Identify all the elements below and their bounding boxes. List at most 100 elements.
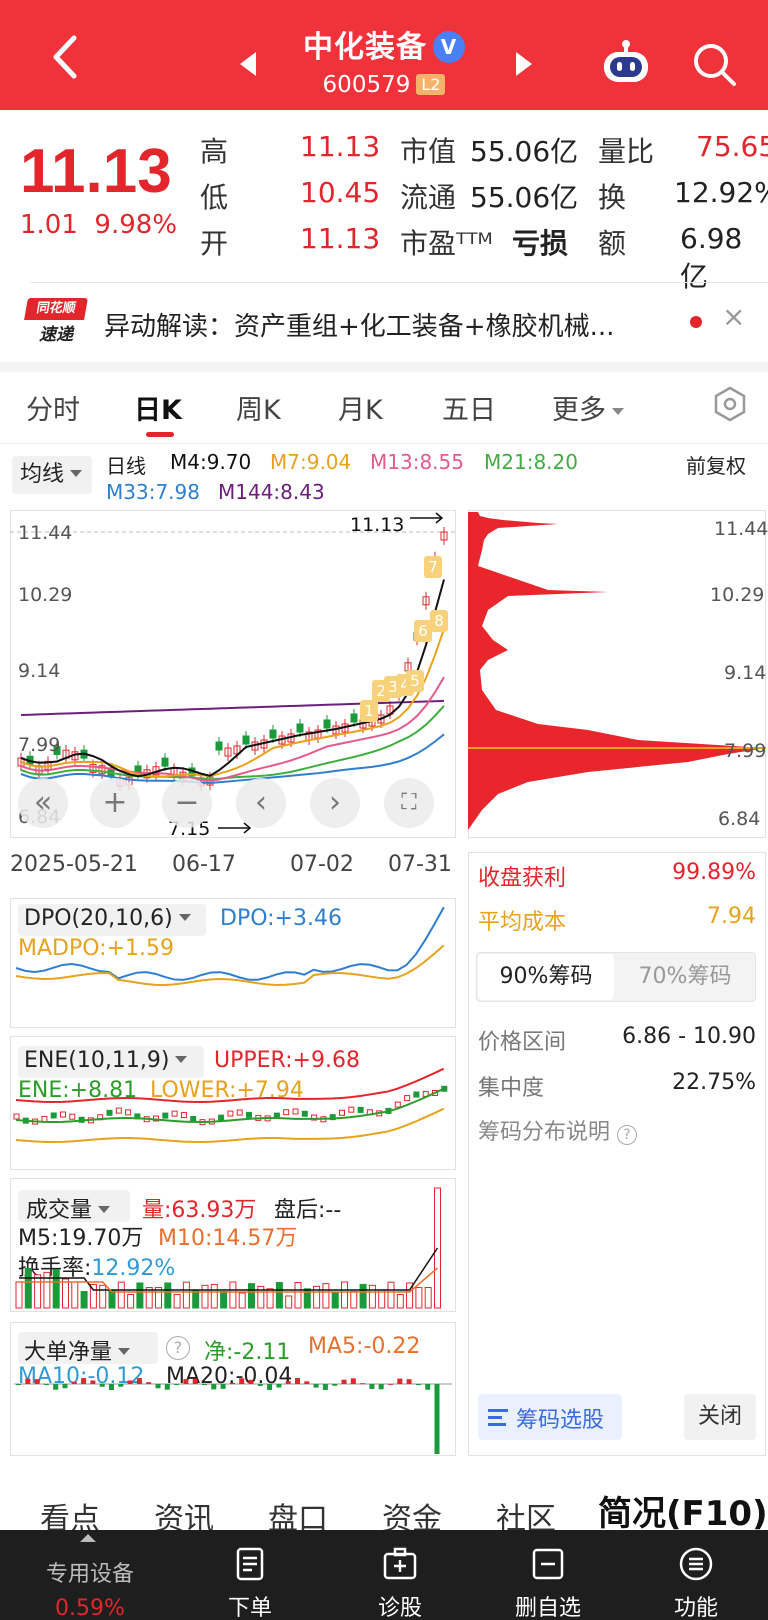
tab-monthly-k[interactable]: 月K [338,395,383,426]
volume-bar [248,1283,255,1309]
high-marker-label: 11.13 [350,514,405,536]
ma33-value: M33:7.98 [106,480,200,504]
dpo-chart [15,906,445,986]
chevron-down-icon [175,1056,188,1063]
net-bar [81,1378,87,1384]
prev-stock-arrow[interactable] [240,52,256,76]
kline-ytick: 9.14 [18,660,61,682]
volume-indicator-select[interactable] [18,1190,130,1222]
ene-upper-line [15,1067,445,1103]
ma-select-dropdown[interactable]: 均线 [12,456,92,494]
volume-bar [108,1289,116,1309]
net-bar [313,1384,319,1388]
chip-stock-picker-button[interactable]: 筹码选股 [478,1394,622,1440]
tab-70-chips[interactable]: 70%筹码 [638,964,732,989]
help-icon: ? [617,1125,638,1145]
chevron-down-icon [612,408,624,415]
net-bar [34,1379,40,1384]
tab-five-day[interactable]: 五日 [442,395,496,426]
nav-remove-watchlist[interactable]: 删自选 [498,1546,598,1620]
net-bar [267,1384,273,1390]
arrow-head [243,822,252,834]
volume-bars [15,1187,441,1309]
mcap-label: 市值 [400,135,457,168]
tab-intraday[interactable]: 分时 [26,395,80,426]
header-bar: 中化装备 V 600579 L2 [0,0,768,110]
tab-weekly-k[interactable]: 周K [236,395,281,426]
nav-functions[interactable]: 功能 [646,1546,746,1620]
net-bar [360,1383,366,1385]
dpo-indicator-select[interactable] [18,904,206,936]
volume-ma5-line [19,1247,439,1291]
chip-stock-picker-label: 筹码选股 [516,1408,605,1433]
vol-ratio-value: 75.65 [696,130,768,163]
limit-up-badge: 7 [424,556,442,578]
nav-place-order-label: 下单 [227,1596,272,1620]
stock-code-line: 600579 L2 [0,72,768,98]
price-adjust-toggle[interactable]: 前复权 [686,454,746,478]
volume-bar [71,1281,79,1309]
close-alert-button[interactable]: × [722,300,746,333]
back-arrow-icon[interactable] [40,32,90,82]
help-icon[interactable]: ? [166,1336,190,1360]
big-order-indicator-name: 大单净量 [24,1334,131,1366]
remove-watchlist-icon [532,1548,564,1580]
net-bar [155,1384,161,1389]
level2-badge: L2 [416,74,446,95]
ene-candle [329,1114,336,1121]
close-chip-button[interactable]: 关闭 [684,1394,756,1440]
profit-value: 99.89% [672,860,756,885]
volume-bar [322,1283,330,1309]
ene-candle [13,1113,20,1120]
kline-xtick: 06-17 [172,852,236,877]
ene-chart [13,1067,448,1143]
ene-candle [283,1109,290,1116]
ma13-line [20,676,445,782]
open-label: 开 [200,227,229,260]
net-bar [257,1384,263,1386]
chip-ytick: 9.14 [724,662,767,684]
tab-daily-k[interactable]: 日K [134,395,182,426]
fullscreen-icon[interactable]: ⛶ [384,778,434,828]
chip-explain-link[interactable]: 筹码分布说明 ? [478,1114,638,1146]
volume-bar [43,1271,51,1309]
low-value: 10.45 [300,176,381,209]
big-order-indicator-select[interactable] [18,1332,158,1364]
concentration-label: 集中度 [478,1076,545,1101]
nav-place-order[interactable]: 下单 [200,1546,300,1620]
kline-ytick: 11.44 [18,522,73,544]
alert-headline[interactable]: 异动解读：资产重组+化工装备+橡胶机械... [104,312,615,342]
ene-candle [60,1111,66,1118]
volume-bar [294,1282,302,1309]
menu-circle-icon [679,1547,713,1581]
next-stock-arrow[interactable] [516,52,532,76]
search-icon[interactable] [690,40,738,88]
zoom-out-button[interactable]: − [162,778,212,828]
net-bar [229,1383,235,1385]
ene-lower-line [15,1107,445,1143]
ene-candle [292,1108,299,1115]
hexagon-settings-icon[interactable] [712,386,748,422]
tab-f10-profile[interactable]: 简况(F10) [598,1494,768,1534]
robot-assistant-icon[interactable] [600,38,652,84]
sector-name[interactable]: 专用设备 [45,1562,134,1587]
madpo-value: MADPO:+1.59 [18,936,174,961]
amount-label: 额 [598,227,627,260]
scroll-left-button[interactable]: ‹ [236,778,286,828]
nav-diagnose[interactable]: 诊股 [350,1546,450,1620]
verified-icon: V [433,31,465,63]
big-order-chart [14,1378,452,1454]
kline-ytick: 7.99 [18,734,61,756]
ene-indicator-select[interactable] [18,1046,204,1078]
scroll-to-start-button[interactable]: « [18,778,68,828]
tab-more[interactable]: 更多 [552,388,624,427]
ene-candle [311,1114,318,1121]
kline-panel[interactable] [10,510,456,838]
zoom-in-button[interactable]: + [90,778,140,828]
scroll-right-button[interactable]: › [310,778,360,828]
kline-ytick: 10.29 [18,584,73,606]
net-bar [415,1384,421,1386]
net-bar [295,1378,300,1384]
mcap-value: 55.06亿 [470,135,579,168]
tab-90-chips[interactable]: 90%筹码 [478,954,614,1000]
